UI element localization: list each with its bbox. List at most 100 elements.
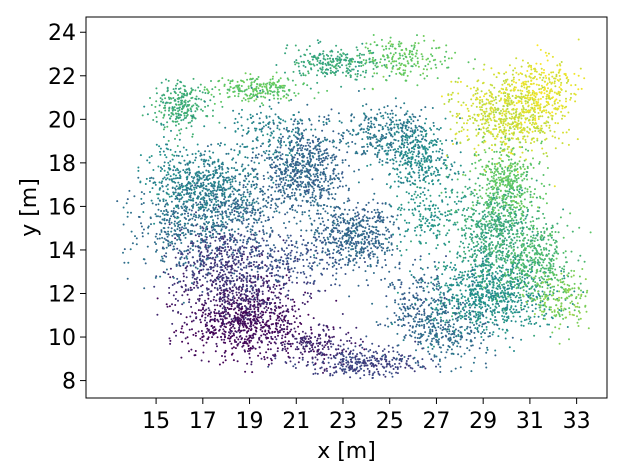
data-point: [439, 182, 442, 185]
data-point: [342, 132, 345, 134]
data-point: [210, 215, 213, 218]
data-point: [380, 138, 383, 141]
data-point: [230, 323, 233, 325]
data-point: [181, 340, 184, 343]
data-point: [229, 213, 232, 216]
data-point: [366, 143, 369, 146]
data-point: [414, 138, 417, 141]
data-point: [447, 175, 450, 178]
data-point: [296, 149, 299, 152]
data-point: [286, 328, 289, 331]
data-point: [310, 204, 312, 207]
data-point: [225, 171, 228, 174]
data-point: [203, 218, 206, 221]
data-point: [404, 138, 407, 141]
data-point: [221, 279, 224, 282]
data-point: [248, 312, 251, 315]
data-point: [401, 142, 403, 145]
data-point: [219, 286, 222, 289]
data-point: [123, 248, 126, 251]
data-point: [287, 297, 290, 300]
data-point: [274, 342, 277, 345]
data-point: [179, 258, 182, 261]
data-point: [212, 204, 215, 206]
data-point: [220, 250, 223, 252]
data-point: [185, 210, 188, 213]
data-point: [428, 166, 431, 169]
data-point: [200, 177, 203, 180]
data-point: [242, 253, 245, 256]
data-point: [241, 222, 244, 225]
data-point: [342, 360, 345, 363]
data-point: [218, 249, 221, 252]
data-point: [292, 365, 295, 368]
data-point: [278, 306, 281, 309]
data-point: [355, 133, 358, 136]
data-point: [157, 208, 160, 211]
data-point: [238, 291, 241, 294]
data-point: [411, 135, 414, 138]
data-point: [220, 189, 223, 191]
data-point: [348, 243, 351, 246]
data-point: [281, 320, 284, 323]
data-point: [345, 242, 348, 245]
data-point: [194, 156, 197, 159]
data-point: [206, 314, 209, 317]
data-point: [232, 359, 235, 362]
data-point: [303, 211, 306, 214]
data-point: [426, 285, 429, 288]
data-point: [149, 177, 151, 180]
data-point: [226, 306, 229, 309]
data-point: [193, 213, 196, 216]
data-point: [210, 143, 213, 146]
data-point: [402, 135, 405, 138]
data-point: [307, 183, 310, 186]
data-point: [339, 138, 341, 141]
data-point: [174, 187, 176, 190]
data-point: [192, 249, 194, 251]
data-point: [278, 189, 281, 192]
data-point: [279, 288, 282, 291]
data-point: [282, 341, 285, 344]
data-point: [163, 161, 166, 164]
data-point: [178, 200, 181, 203]
data-point: [380, 136, 383, 138]
data-point: [289, 144, 291, 147]
data-point: [304, 193, 307, 196]
data-point: [367, 118, 370, 121]
data-point: [416, 129, 419, 131]
data-point: [166, 219, 168, 221]
data-point: [435, 150, 438, 153]
data-point: [225, 317, 228, 320]
data-point: [373, 357, 376, 360]
data-point: [141, 232, 144, 234]
data-point: [284, 361, 287, 363]
data-point: [388, 371, 391, 374]
data-point: [289, 330, 292, 333]
data-point: [349, 367, 352, 370]
data-point: [177, 280, 180, 283]
data-point: [265, 351, 268, 354]
data-point: [316, 339, 318, 342]
data-point: [180, 356, 183, 359]
data-point: [196, 267, 199, 270]
data-point: [381, 145, 384, 148]
data-point: [287, 236, 290, 239]
data-point: [127, 261, 130, 264]
data-point: [439, 127, 442, 129]
data-point: [384, 149, 387, 152]
data-point: [204, 188, 207, 190]
data-point: [322, 324, 325, 327]
data-point: [373, 116, 376, 119]
data-point: [281, 334, 284, 337]
data-point: [312, 342, 315, 345]
data-point: [340, 266, 343, 269]
data-point: [237, 228, 240, 231]
data-point: [199, 217, 202, 220]
data-point: [189, 315, 192, 318]
data-point: [417, 147, 420, 149]
data-point: [368, 373, 371, 376]
data-point: [223, 234, 226, 237]
data-point: [301, 153, 303, 156]
data-point: [395, 119, 398, 122]
